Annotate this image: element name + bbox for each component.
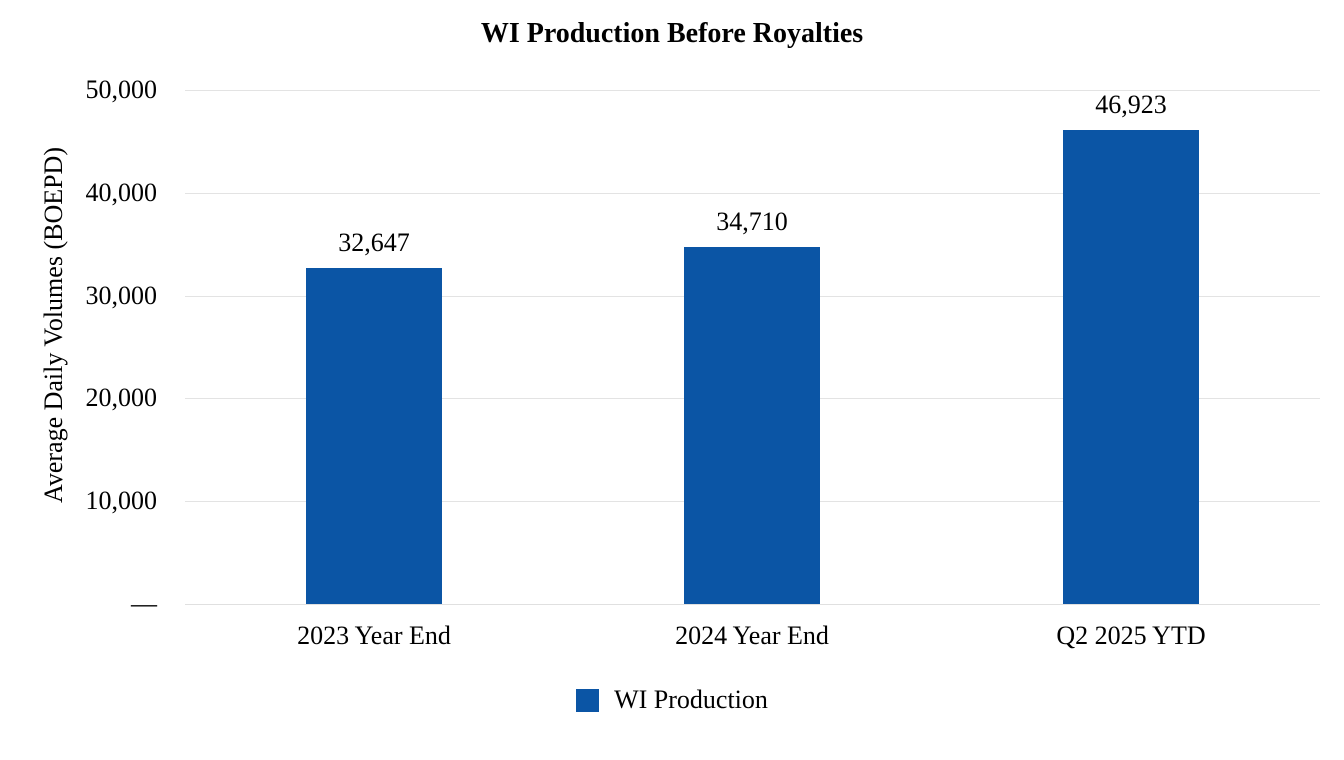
- bar-value-label: 32,647: [338, 228, 410, 258]
- plot-area: 32,647 34,710 46,923: [185, 90, 1320, 605]
- y-tick-label-10000: 10,000: [85, 486, 158, 515]
- chart-title: WI Production Before Royalties: [480, 18, 864, 49]
- bar-group-2024-year-end: 34,710: [563, 90, 941, 604]
- bar-2023-year-end: [306, 268, 442, 604]
- y-tick-label-20000: 20,000: [85, 383, 158, 412]
- bar-value-label: 46,923: [1095, 90, 1167, 119]
- legend-swatch-wi-production: [576, 688, 600, 712]
- y-tick-label-40000: 40,000: [85, 178, 158, 207]
- bar-2024-year-end: [684, 247, 820, 604]
- bar-group-q2-2025-ytd: 46,923: [942, 90, 1320, 604]
- x-tick-label-2024-year-end: 2024 Year End: [675, 621, 829, 650]
- y-tick-label-50000: 50,000: [85, 75, 158, 104]
- bar-group-2023-year-end: 32,647: [185, 90, 563, 604]
- x-axis-line: [185, 604, 1320, 605]
- x-tick-label-q2-2025-ytd: Q2 2025 YTD: [1056, 621, 1206, 650]
- gridline-40000: [185, 192, 1320, 194]
- bar-value-label: 34,710: [716, 207, 788, 237]
- legend: WI Production: [0, 686, 1344, 714]
- x-tick-label-2023-year-end: 2023 Year End: [297, 621, 451, 650]
- y-tick-label-zero: —: [131, 589, 157, 618]
- y-tick-label-30000: 30,000: [85, 281, 158, 310]
- legend-label-wi-production: WI Production: [614, 685, 768, 714]
- gridline-50000: [185, 90, 1320, 91]
- bar-q2-2025-ytd: [1063, 130, 1199, 604]
